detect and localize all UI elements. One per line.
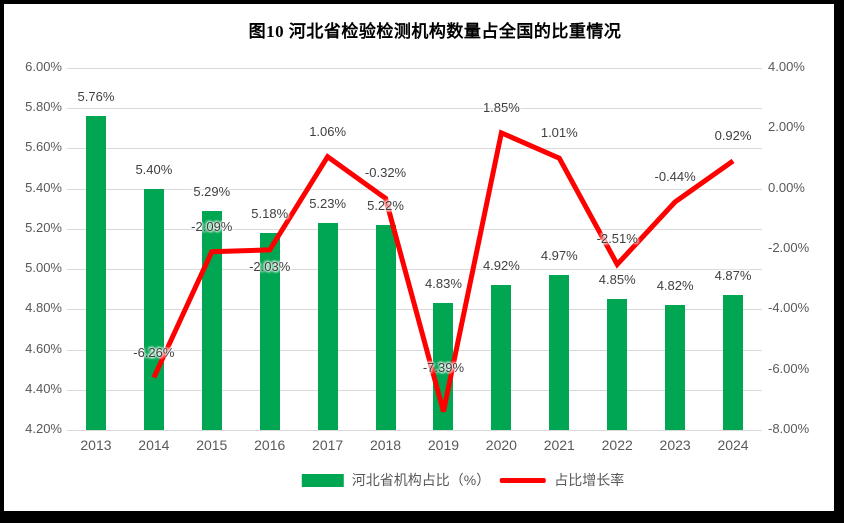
bar-2020 <box>491 285 512 430</box>
x-axis-label-2017: 2017 <box>312 437 344 453</box>
gridline <box>67 228 762 230</box>
x-axis-label-2018: 2018 <box>369 437 402 453</box>
bar-label-2022: 4.85% <box>598 272 636 288</box>
right-axis-tick: -8.00% <box>768 421 810 436</box>
bar-label-2020: 4.92% <box>482 258 520 274</box>
gridline <box>67 389 762 391</box>
chart-canvas: 图10 河北省检验检测机构数量占全国的比重情况 河北省机构占比（%） 占比增长率… <box>4 4 834 511</box>
left-axis-tick: 4.20% <box>25 421 62 436</box>
bar-label-2013: 5.76% <box>77 89 115 105</box>
bar-series-swatch-icon <box>301 473 344 487</box>
line-label-2024: 0.92% <box>714 127 752 143</box>
x-axis-label-2024: 2024 <box>717 437 749 453</box>
legend: 河北省机构占比（%） 占比增长率 <box>301 470 624 490</box>
line-label-2018: -0.32% <box>364 165 407 181</box>
legend-item-bar-series: 河北省机构占比（%） <box>301 470 491 490</box>
line-label-2020: 1.85% <box>482 99 520 115</box>
bar-label-2014: 5.40% <box>135 161 173 177</box>
right-axis-tick: 0.00% <box>768 179 805 195</box>
bar-label-2015: 5.29% <box>193 183 231 199</box>
left-axis-tick: 5.20% <box>25 219 62 235</box>
gridline <box>67 148 762 150</box>
line-label-2016: -2.03% <box>249 258 291 274</box>
line-label-2023: -0.44% <box>654 168 696 184</box>
line-label-2019: -7.39% <box>422 359 465 375</box>
left-axis-tick: 5.40% <box>25 179 62 195</box>
legend-bar-label: 河北省机构占比（%） <box>351 472 491 488</box>
x-axis-label-2013: 2013 <box>80 437 112 453</box>
line-label-2015: -2.09% <box>191 218 233 234</box>
left-axis-tick: 5.60% <box>25 139 62 155</box>
x-axis-label-2015: 2015 <box>196 437 228 453</box>
gridline <box>67 309 762 311</box>
left-axis-tick: 5.80% <box>25 99 62 115</box>
left-axis-tick: 4.40% <box>25 380 62 396</box>
left-axis-tick: 4.60% <box>25 340 62 356</box>
chart-title: 图10 河北省检验检测机构数量占全国的比重情况 <box>248 22 622 41</box>
right-axis-tick: 2.00% <box>768 119 805 135</box>
right-axis-tick: -2.00% <box>768 240 810 255</box>
line-label-2022: -2.51% <box>596 231 638 247</box>
x-axis-label-2023: 2023 <box>659 437 691 453</box>
bar-label-2021: 4.97% <box>540 248 578 264</box>
x-axis-label-2020: 2020 <box>485 437 517 453</box>
bar-2022 <box>607 299 628 430</box>
bar-2013 <box>85 116 106 430</box>
bar-label-2016: 5.18% <box>251 205 289 221</box>
x-axis-label-2021: 2021 <box>543 437 575 453</box>
right-axis-tick: -4.00% <box>768 300 810 316</box>
x-axis-label-2019: 2019 <box>427 437 460 453</box>
bar-2024 <box>723 295 744 430</box>
bar-2021 <box>549 275 570 430</box>
bar-2014 <box>143 188 164 430</box>
bar-label-2018: 5.22% <box>367 197 404 213</box>
gridline <box>67 68 762 69</box>
gridline <box>67 269 762 271</box>
right-axis-tick: 4.00% <box>768 59 805 74</box>
x-axis-label-2016: 2016 <box>254 437 286 453</box>
line-label-2014: -6.26% <box>133 344 175 360</box>
bar-2023 <box>665 305 686 430</box>
right-axis-tick: -6.00% <box>768 360 810 376</box>
gridline <box>67 188 762 190</box>
line-label-2017: 1.06% <box>309 123 347 139</box>
line-series-swatch-icon <box>500 477 547 483</box>
left-axis-tick: 6.00% <box>25 59 62 74</box>
legend-line-label: 占比增长率 <box>554 472 625 488</box>
legend-item-line-series: 占比增长率 <box>500 470 624 490</box>
gridline <box>67 108 762 110</box>
x-axis-label-2022: 2022 <box>601 437 633 453</box>
gridline <box>67 430 762 431</box>
left-axis-tick: 4.80% <box>25 300 62 316</box>
bar-2018 <box>375 224 396 430</box>
bar-label-2023: 4.82% <box>656 278 694 294</box>
left-axis-tick: 5.00% <box>25 260 62 276</box>
growth-rate-line <box>151 129 735 413</box>
x-axis-label-2014: 2014 <box>138 437 170 453</box>
bar-label-2024: 4.87% <box>714 268 752 284</box>
bar-2015 <box>201 210 222 430</box>
line-label-2021: 1.01% <box>540 125 578 141</box>
bar-2017 <box>317 222 338 430</box>
bar-label-2019: 4.83% <box>425 276 462 292</box>
bar-label-2017: 5.23% <box>309 195 347 211</box>
